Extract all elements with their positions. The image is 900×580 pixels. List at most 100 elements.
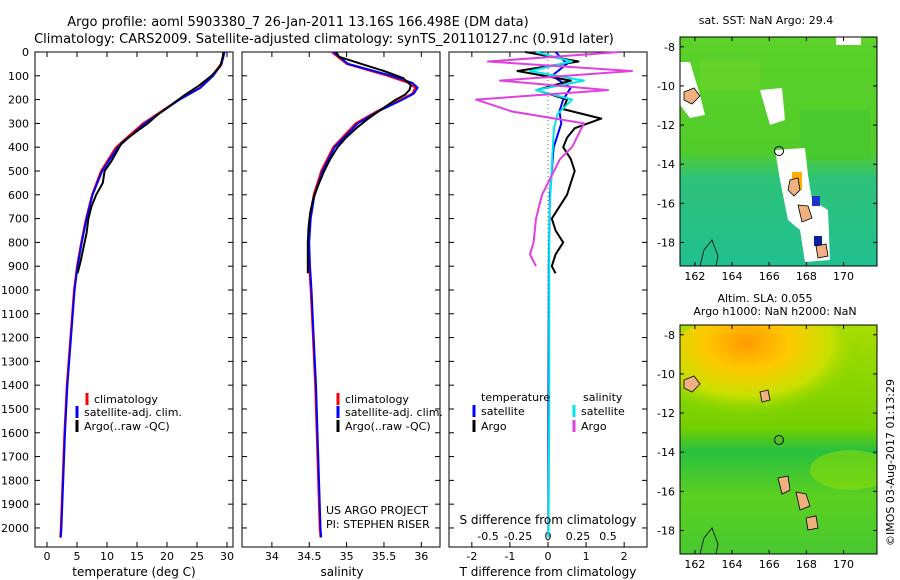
depth-tick-label: 1700: [1, 451, 29, 464]
x-tick-label: 2: [621, 550, 628, 563]
sst-cold-cell: [814, 236, 822, 246]
lat-tick-label: -18: [657, 525, 675, 538]
depth-tick-label: 1300: [1, 355, 29, 368]
legend-satellite-label: satellite-adj. clim.: [345, 406, 443, 419]
legend-argo-label: Argo(..raw -QC): [84, 420, 170, 433]
title-line-1: Argo profile: aoml 5903380_7 26-Jan-2011…: [67, 15, 528, 30]
depth-tick-label: 600: [8, 189, 29, 202]
copyright-timestamp: ©IMOS 03-Aug-2017 01:13:29: [884, 379, 897, 546]
lat-tick-label: -8: [664, 41, 675, 54]
lon-tick-label: 168: [796, 558, 817, 571]
depth-tick-label: 200: [8, 94, 29, 107]
sst-patch: [800, 110, 870, 160]
lat-tick-label: -12: [657, 407, 675, 420]
x2-tick-label: 0.5: [599, 530, 617, 543]
temperature-legend: climatology satellite-adj. clim. Argo(..…: [75, 393, 182, 433]
t-difference-axis-label: T difference from climatology: [459, 565, 637, 579]
x-tick-label: 36: [414, 550, 428, 563]
depth-tick-label: 800: [8, 236, 29, 249]
series-s-argo: [475, 51, 633, 267]
temperature-panel-frame: [34, 51, 234, 548]
lon-tick-label: 162: [684, 558, 705, 571]
lat-tick-label: -16: [657, 197, 675, 210]
series-argo-raw-qc: [76, 51, 225, 274]
lat-tick-label: -10: [657, 368, 675, 381]
legend-climatology-label: climatology: [345, 393, 409, 406]
x-tick-label: 34: [265, 550, 279, 563]
depth-tick-label: 0: [22, 46, 29, 59]
depth-tick-label: 1500: [1, 403, 29, 416]
lat-tick-label: -12: [657, 119, 675, 132]
sst-map-frame: [679, 36, 878, 267]
depth-tick-label: 1900: [1, 498, 29, 511]
diff-legend-s-satellite-label: satellite: [581, 405, 625, 418]
x-tick-label: -1: [504, 550, 515, 563]
title-line-2: Climatology: CARS2009. Satellite-adjuste…: [34, 32, 614, 47]
legend-argo-label: Argo(..raw -QC): [345, 420, 431, 433]
x-tick-label: 1: [583, 550, 590, 563]
land-mass: [759, 389, 771, 403]
series-argo-raw-qc: [306, 51, 412, 274]
lat-tick-label: -18: [657, 237, 675, 250]
depth-tick-label: 2000: [1, 522, 29, 535]
coastline: [699, 239, 719, 266]
land-mass: [795, 491, 811, 511]
x-tick-label: 0: [44, 550, 51, 563]
depth-tick-label: 700: [8, 213, 29, 226]
argo-position-marker: [774, 146, 784, 156]
diff-legend-temperature-title: temperature: [481, 391, 550, 404]
salinity-axis-label: salinity: [320, 565, 363, 579]
project-name: US ARGO PROJECT: [326, 504, 428, 517]
lon-tick-label: 170: [833, 270, 854, 283]
temperature-axis-label: temperature (deg C): [72, 565, 195, 579]
land-mass: [683, 87, 701, 105]
sla-map-axes: -8 -10 -12 -14 -16 -18 162 164 166 168 170: [657, 325, 877, 571]
land-mass: [805, 515, 819, 531]
x-tick-label: 25: [190, 550, 204, 563]
difference-plot: -2 -1 0 1 2-0.5 -0.25 0 0.25 0.5: [466, 51, 633, 563]
difference-legend: temperature salinity satellite Argo sate…: [472, 391, 625, 433]
sla-map-frame: [679, 324, 878, 555]
x-tick-label: 5: [74, 550, 81, 563]
diff-legend-salinity-title: salinity: [583, 391, 623, 404]
depth-tick-label: 1100: [1, 308, 29, 321]
lon-tick-label: 170: [833, 558, 854, 571]
diff-legend-t-argo-label: Argo: [481, 420, 507, 433]
depth-tick-label: 400: [8, 141, 29, 154]
lat-tick-label: -14: [657, 446, 675, 459]
x-tick-label: 20: [160, 550, 174, 563]
coastline: [699, 527, 719, 554]
land-mass: [815, 243, 829, 259]
land-mass: [787, 177, 801, 197]
legend-satellite-label: satellite-adj. clim.: [84, 406, 182, 419]
x-tick-label: 35.5: [372, 550, 397, 563]
lon-tick-label: 164: [722, 270, 743, 283]
sla-map: [680, 325, 877, 554]
sla-anomaly: [810, 450, 877, 490]
x-tick-label: -2: [466, 550, 477, 563]
depth-axis: 0 100 200 300 400 500 600 700 800 900 1000 1100 1200…: [1, 46, 647, 535]
depth-tick-label: 1600: [1, 427, 29, 440]
sst-missing-data: [775, 148, 830, 262]
x-tick-label: 10: [100, 550, 114, 563]
series-t-satellite: [547, 51, 572, 538]
lat-tick-label: -10: [657, 80, 675, 93]
lon-tick-label: 162: [684, 270, 705, 283]
lon-tick-label: 166: [759, 558, 780, 571]
x-tick-label: 0: [545, 550, 552, 563]
depth-tick-label: 1800: [1, 474, 29, 487]
temperature-plot: 0 5 10 15 20 25 30: [44, 51, 234, 563]
sla-map-title-line-2: Argo h1000: NaN h2000: NaN: [693, 305, 856, 318]
lon-tick-label: 168: [796, 270, 817, 283]
series-satellite-adj-clim: [308, 51, 419, 538]
x2-tick-label: -0.5: [477, 530, 498, 543]
depth-tick-label: 300: [8, 117, 29, 130]
argo-position-marker: [774, 435, 784, 445]
sst-patch: [700, 60, 760, 90]
diff-legend-s-argo-label: Argo: [581, 420, 607, 433]
depth-tick-label: 1000: [1, 284, 29, 297]
salinity-panel-frame: [241, 51, 441, 548]
lat-tick-label: -16: [657, 485, 675, 498]
depth-tick-label: 900: [8, 260, 29, 273]
